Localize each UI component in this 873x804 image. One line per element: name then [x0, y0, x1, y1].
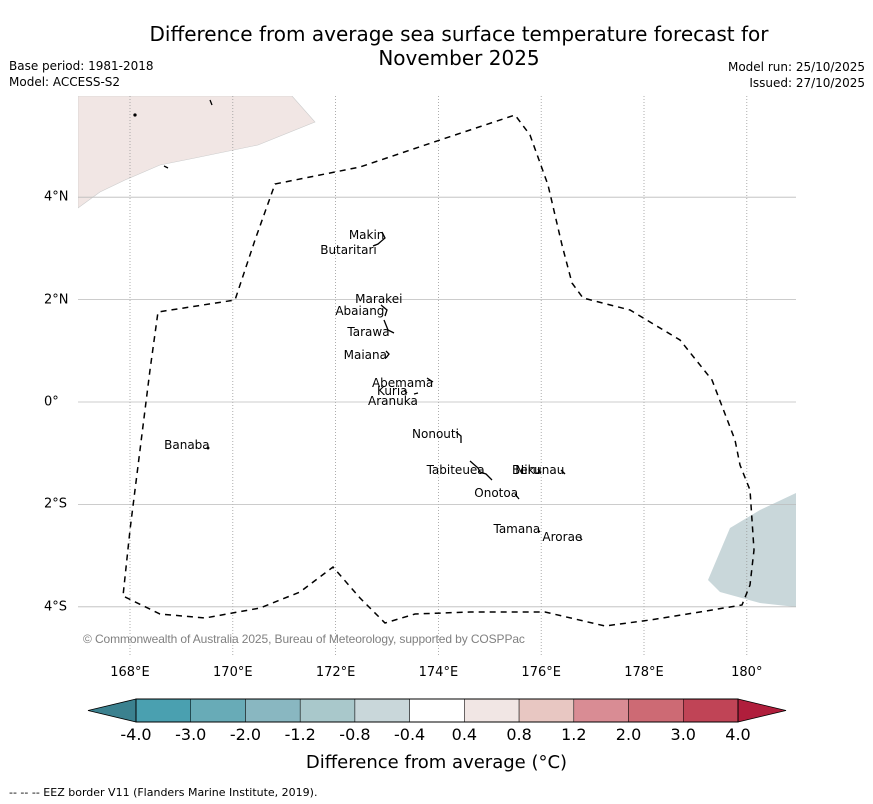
y-tick-label: 2°N [44, 292, 69, 308]
colorbar-tick-label: -2.0 [229, 725, 262, 744]
title-line-2: November 2025 [378, 46, 540, 70]
place-label-marakei: Marakei [355, 291, 403, 306]
y-tick-label: 4°S [44, 599, 68, 615]
colorbar-tick-label: -1.2 [284, 725, 316, 744]
y-tick-label: 0° [44, 394, 59, 410]
colorbar-segment [409, 698, 465, 723]
place-label-onotoa: Onotoa [474, 486, 519, 501]
place-label-tabiteuea: Tabiteuea [426, 463, 485, 478]
place-label-makin: Makin [348, 227, 385, 242]
colorbar-segment [190, 698, 246, 723]
colorbar-outline [135, 698, 739, 723]
place-label-butaritari: Butaritari [320, 242, 377, 257]
colorbar-tick-label: -0.4 [394, 725, 426, 744]
x-tick-label: 176°E [521, 665, 561, 680]
colorbar-tick-label: 0.8 [506, 725, 532, 744]
colorbar-segment [299, 698, 356, 723]
chart-title: Difference from average sea surface temp… [0, 22, 873, 70]
colorbar-tick-label: 0.4 [451, 725, 478, 744]
meta-left: Base period: 1981-2018 Model: ACCESS-S2 [9, 58, 154, 90]
eez-legend-note: -- -- -- EEZ border V11 (Flanders Marine… [9, 786, 318, 799]
copyright-notice: © Commonwealth of Australia 2025, Bureau… [83, 632, 525, 646]
x-tick-label: 168°E [110, 665, 150, 680]
model-run: Model run: 25/10/2025 [727, 60, 865, 74]
place-label-abaiang: Abaiang [335, 304, 385, 319]
meta-right: Model run: 25/10/2025 Issued: 27/10/2025 [728, 59, 865, 91]
colorbar-segment [683, 698, 739, 723]
x-tick-label: 174°E [418, 665, 459, 680]
place-label-nikunau: Nikunau [515, 463, 565, 478]
model-name: Model: ACCESS-S2 [9, 75, 121, 89]
place-label-abemama: Abemama [371, 376, 434, 391]
y-tick-label: 2°S [44, 496, 68, 512]
colorbar-segment [518, 698, 575, 723]
colorbar-over-arrow [737, 698, 787, 723]
place-label-banaba: Banaba [164, 437, 210, 452]
place-label-kuria: Kuria [377, 383, 408, 398]
place-label-tamana: Tamana [493, 522, 541, 536]
colorbar-segment [573, 698, 629, 723]
base-period: Base period: 1981-2018 [9, 59, 154, 73]
colorbar-tick-label: -0.8 [339, 725, 371, 744]
colorbar-tick-label: 4.0 [725, 725, 751, 744]
negative-anomaly-region [708, 493, 796, 607]
colorbar-tick-label: 3.0 [670, 725, 696, 744]
place-label-arorae: Arorae [542, 529, 583, 544]
place-label-tarawa: Tarawa [347, 324, 390, 339]
x-tick-label: 180° [731, 665, 763, 680]
place-label-nonouti: Nonouti [412, 427, 459, 442]
colorbar-tick-label: -4.0 [120, 725, 152, 744]
colorbar-tick-label: 1.2 [561, 725, 587, 744]
colorbar-segment [354, 698, 410, 723]
x-tick-label: 178°E [624, 665, 664, 680]
place-label-maiana: Maiana [343, 347, 387, 362]
y-tick-label: 4°N [44, 189, 69, 205]
issued-date: Issued: 27/10/2025 [749, 76, 865, 90]
gridlines [78, 96, 796, 656]
colorbar-segment [464, 698, 520, 723]
colorbar-segment [135, 698, 191, 723]
place-label-aranuka: Aranuka [368, 394, 418, 408]
colorbar-tick-label: -3.0 [175, 725, 207, 744]
title-line-1: Difference from average sea surface temp… [149, 22, 769, 46]
colorbar-label: Difference from average (°C) [305, 752, 568, 773]
x-tick-label: 170°E [213, 665, 253, 680]
colorbar-segment [628, 698, 684, 723]
colorbar [87, 698, 787, 723]
islands [133, 99, 583, 541]
positive-anomaly-region [78, 96, 316, 209]
colorbar-under-arrow [87, 698, 137, 723]
colorbar-segment [245, 698, 301, 723]
x-tick-label: 172°E [315, 665, 356, 680]
place-label-beru: Beru [512, 463, 541, 478]
colorbar-tick-label: 2.0 [615, 725, 642, 744]
